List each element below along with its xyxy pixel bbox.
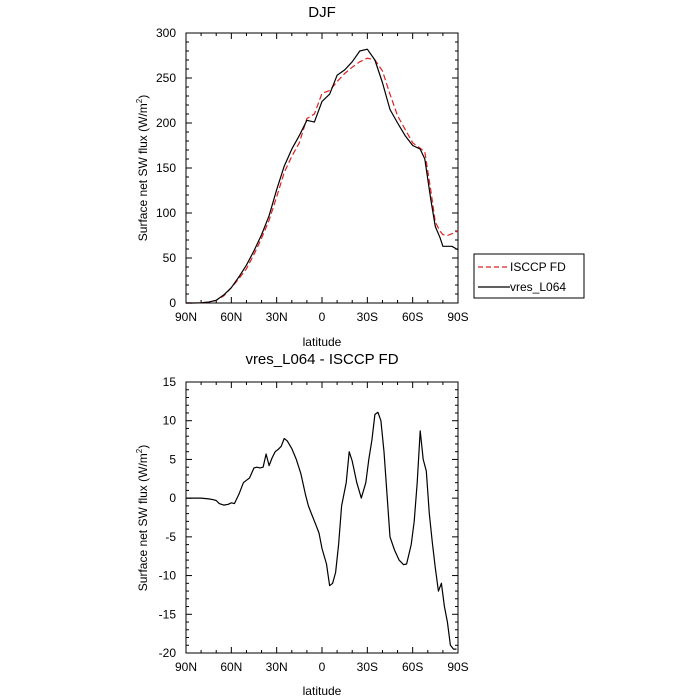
bottom-y-tick-label: 15 [163, 375, 177, 389]
top-y-axis-label-sup: 2 [135, 98, 144, 103]
top-x-tick-label: 0 [319, 310, 326, 324]
bottom-x-tick-label: 60S [402, 660, 423, 674]
bottom-y-tick-label: 5 [169, 452, 176, 466]
legend-label-vres: vres_L064 [510, 280, 566, 294]
top-series-line-isccp-fd [186, 57, 459, 304]
bottom-y-tick-label: 0 [169, 491, 176, 505]
top-y-tick-label: 100 [156, 206, 176, 220]
legend-box [473, 253, 585, 299]
top-y-tick-label: 50 [163, 251, 177, 265]
bottom-axis-ticks: 90N 60N 30N 0 30S 60S 90S -20 -15 -10 -5 0 5 10 15 [159, 375, 469, 674]
top-y-tick-label: 0 [169, 296, 176, 310]
legend-label-isccp: ISCCP FD [510, 260, 566, 274]
top-x-tick-label: 30N [266, 310, 288, 324]
top-x-tick-label: 90S [447, 310, 468, 324]
legend: ISCCP FD vres_L064 [473, 253, 585, 299]
top-x-tick-label: 90N [175, 310, 197, 324]
top-series-line-vres-l064 [186, 48, 459, 304]
top-x-axis-label: latitude [303, 335, 342, 349]
top-x-tick-label: 30S [357, 310, 378, 324]
top-axis-ticks: 90N 60N 30N 0 30S 60S 90S 0 50 100 150 200 250 300 [156, 26, 469, 324]
bottom-x-tick-label: 0 [319, 660, 326, 674]
bottom-plot-frame [185, 381, 459, 654]
bottom-x-tick-label: 90S [447, 660, 468, 674]
bottom-y-tick-label: -10 [159, 569, 177, 583]
top-x-tick-label: 60S [402, 310, 423, 324]
bottom-series-line-0 [186, 411, 457, 650]
top-y-tick-label: 150 [156, 161, 176, 175]
bottom-x-tick-label: 90N [175, 660, 197, 674]
bottom-series-group [186, 411, 457, 650]
top-y-tick-label: 300 [156, 26, 176, 40]
bottom-x-tick-label: 60N [220, 660, 242, 674]
bottom-y-tick-label: -5 [165, 530, 176, 544]
top-plot-frame [185, 32, 459, 304]
bottom-x-tick-label: 30S [357, 660, 378, 674]
bottom-panel-title: vres_L064 - ISCCP FD [245, 351, 398, 368]
top-y-axis-label-tail: ) [136, 95, 150, 99]
bottom-y-tick-label: -15 [159, 607, 177, 621]
top-y-axis-label-main: Surface net SW flux (W/m [136, 103, 150, 241]
bottom-y-axis-label-main: Surface net SW flux (W/m [136, 453, 150, 591]
top-series-group [186, 48, 459, 304]
top-y-axis-label: Surface net SW flux (W/m2) [135, 95, 150, 241]
bottom-x-tick-label: 30N [266, 660, 288, 674]
bottom-panel: vres_L064 - ISCCP FD 90N 60N 30N 0 30S 60S 90S… [135, 351, 469, 698]
top-x-tick-label: 60N [220, 310, 242, 324]
bottom-y-axis-label-sup: 2 [135, 448, 144, 453]
top-y-tick-label: 250 [156, 71, 176, 85]
bottom-y-tick-label: 10 [163, 414, 177, 428]
top-panel-title: DJF [308, 4, 336, 21]
bottom-x-axis-label: latitude [303, 684, 342, 698]
bottom-y-tick-label: -20 [159, 646, 177, 660]
bottom-y-axis-label-tail: ) [136, 445, 150, 449]
bottom-y-axis-label: Surface net SW flux (W/m2) [135, 445, 150, 591]
top-y-tick-label: 200 [156, 116, 176, 130]
top-panel: DJF 90N 60N 30N 0 30S 60S 90S 0 50 100 150 200 250 30… [135, 4, 585, 349]
